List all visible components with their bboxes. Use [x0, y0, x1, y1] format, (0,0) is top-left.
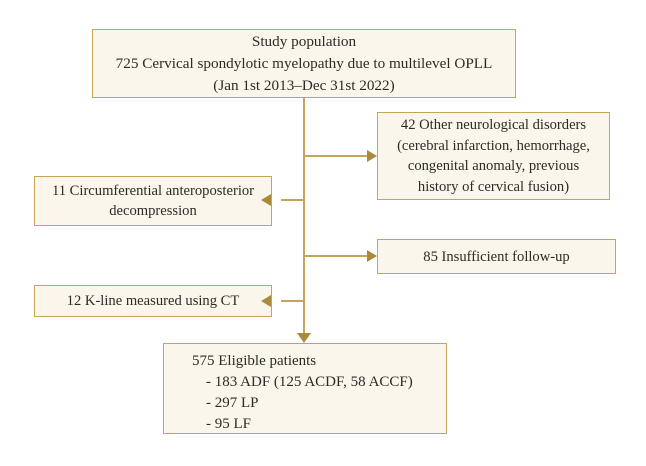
kline-ct-line: 12 K-line measured using CT — [66, 293, 240, 309]
study-population-line: (Jan 1st 2013–Dec 31st 2022) — [213, 76, 395, 94]
eligible-patients-item: - 95 LF — [206, 416, 251, 432]
connector-main-vertical — [303, 97, 305, 335]
arrowhead-right-icon — [367, 150, 377, 162]
arrowhead-down-icon — [297, 333, 311, 343]
connector-branch-circumferential — [281, 199, 304, 201]
node-eligible-patients: 575 Eligible patients - 183 ADF (125 ACD… — [163, 343, 447, 434]
eligible-patients-item: - 183 ADF (125 ACDF, 58 ACCF) — [206, 374, 413, 390]
other-neuro-line: 42 Other neurological disorders — [400, 117, 587, 133]
node-kline-ct: 12 K-line measured using CT — [34, 285, 272, 317]
other-neuro-line: congenital anomaly, previous — [407, 158, 580, 174]
study-population-line: 725 Cervical spondylotic myelopathy due … — [115, 54, 493, 72]
circumferential-line: 11 Circumferential anteroposterior — [51, 182, 255, 199]
insufficient-followup-line: 85 Insufficient follow-up — [423, 248, 570, 265]
node-circumferential-decompression: 11 Circumferential anteroposterior decom… — [34, 176, 272, 226]
eligible-patients-title: 575 Eligible patients — [192, 353, 317, 369]
connector-branch-insufficient — [304, 255, 368, 257]
circumferential-line: decompression — [109, 203, 197, 219]
node-study-population: Study population 725 Cervical spondyloti… — [92, 29, 516, 98]
connector-branch-kline — [281, 300, 304, 302]
node-insufficient-followup: 85 Insufficient follow-up — [377, 239, 616, 274]
node-other-neurological-disorders: 42 Other neurological disorders (cerebra… — [377, 112, 610, 200]
connector-branch-other-neuro — [304, 155, 368, 157]
other-neuro-line: (cerebral infarction, hemorrhage, — [397, 137, 590, 154]
other-neuro-line: history of cervical fusion) — [417, 178, 570, 195]
eligible-patients-item: - 297 LP — [206, 395, 259, 411]
arrowhead-right-icon — [367, 250, 377, 262]
arrowhead-left-icon — [261, 295, 271, 307]
arrowhead-left-icon — [261, 194, 271, 206]
study-population-line: Study population — [251, 32, 357, 50]
